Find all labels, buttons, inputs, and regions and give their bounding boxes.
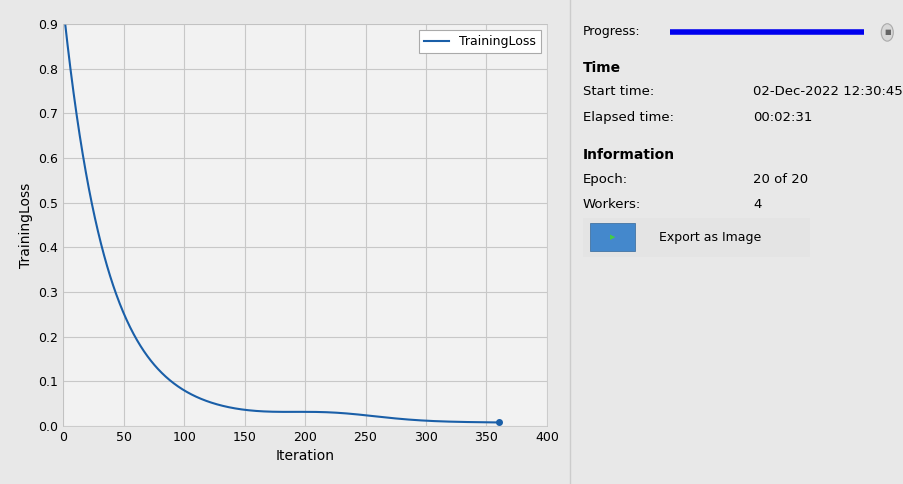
Text: Time: Time [582, 60, 620, 75]
Text: Epoch:: Epoch: [582, 173, 628, 186]
TrainingLoss [357, 412, 368, 418]
Text: Progress:: Progress: [582, 25, 640, 38]
TrainingLoss [235, 406, 246, 412]
Text: Elapsed time:: Elapsed time: [582, 111, 673, 124]
TrainingLoss [250, 408, 261, 414]
Text: Start time:: Start time: [582, 85, 654, 98]
Y-axis label: TrainingLoss: TrainingLoss [19, 182, 33, 268]
Text: ■: ■ [883, 30, 889, 35]
TrainingLoss [397, 416, 408, 422]
Line: TrainingLoss: TrainingLoss [64, 17, 498, 423]
Text: 20 of 20: 20 of 20 [753, 173, 807, 186]
Text: 00:02:31: 00:02:31 [753, 111, 812, 124]
Text: Export as Image: Export as Image [658, 231, 760, 243]
FancyBboxPatch shape [589, 223, 635, 251]
TrainingLoss [493, 420, 504, 425]
Text: Information: Information [582, 148, 675, 162]
Text: 4: 4 [753, 198, 761, 212]
Text: 02-Dec-2022 12:30:45: 02-Dec-2022 12:30:45 [753, 85, 902, 98]
Legend: TrainingLoss: TrainingLoss [418, 30, 540, 53]
TrainingLoss [59, 15, 70, 20]
Text: Workers:: Workers: [582, 198, 640, 212]
Text: ▶: ▶ [610, 234, 614, 240]
TrainingLoss [405, 417, 415, 423]
FancyBboxPatch shape [571, 216, 821, 258]
TrainingLoss [103, 269, 114, 275]
X-axis label: Iteration: Iteration [275, 449, 334, 463]
